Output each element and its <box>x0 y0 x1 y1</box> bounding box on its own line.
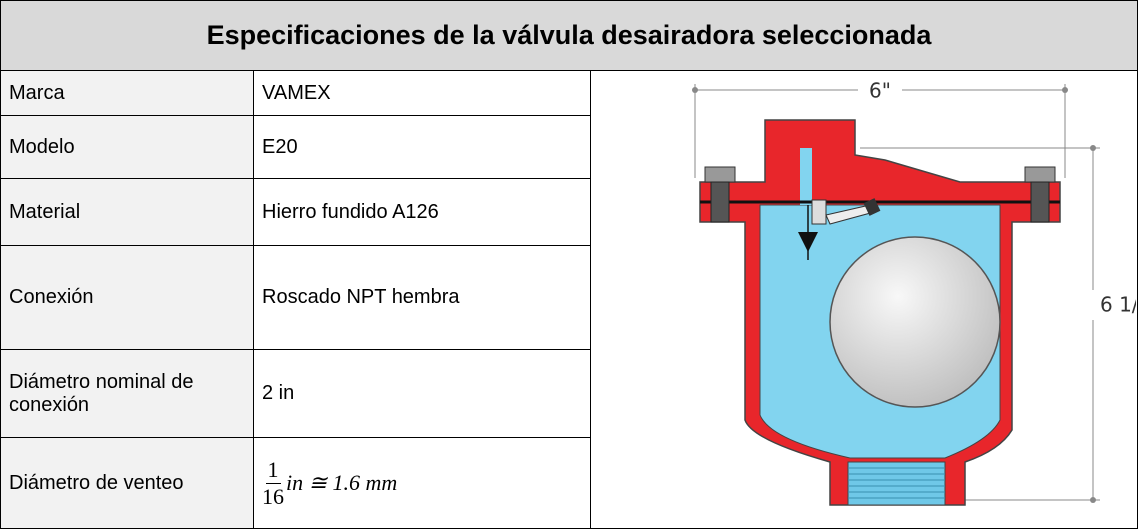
cell-value: 1 16 in ≅ 1.6 mm <box>253 437 591 529</box>
cell-value: Hierro fundido A126 <box>253 178 591 246</box>
table-title: Especificaciones de la válvula desairado… <box>0 0 1138 71</box>
value-text: in ≅ 1.6 mm <box>286 470 398 495</box>
numerator: 1 <box>265 456 281 484</box>
cell-value: VAMEX <box>253 70 591 116</box>
fraction-value: 1 16 in ≅ 1.6 mm <box>262 457 397 510</box>
cell-label: Diámetro nominal de conexión <box>0 349 254 438</box>
cell-label: Material <box>0 178 254 246</box>
valve-diagram: 6" 6 1/4" <box>692 78 1136 506</box>
cell-label: Marca <box>0 70 254 116</box>
denominator: 16 <box>262 483 284 509</box>
cell-value: 2 in <box>253 349 591 438</box>
cell-label: Conexión <box>0 245 254 350</box>
cell-value: Roscado NPT hembra <box>253 245 591 350</box>
cell-label: Modelo <box>0 115 254 179</box>
cell-label: Diámetro de venteo <box>0 437 254 529</box>
width-dimension: 6" <box>869 79 891 103</box>
height-dimension: 6 1/4" <box>1100 293 1136 317</box>
cell-value: E20 <box>253 115 591 179</box>
